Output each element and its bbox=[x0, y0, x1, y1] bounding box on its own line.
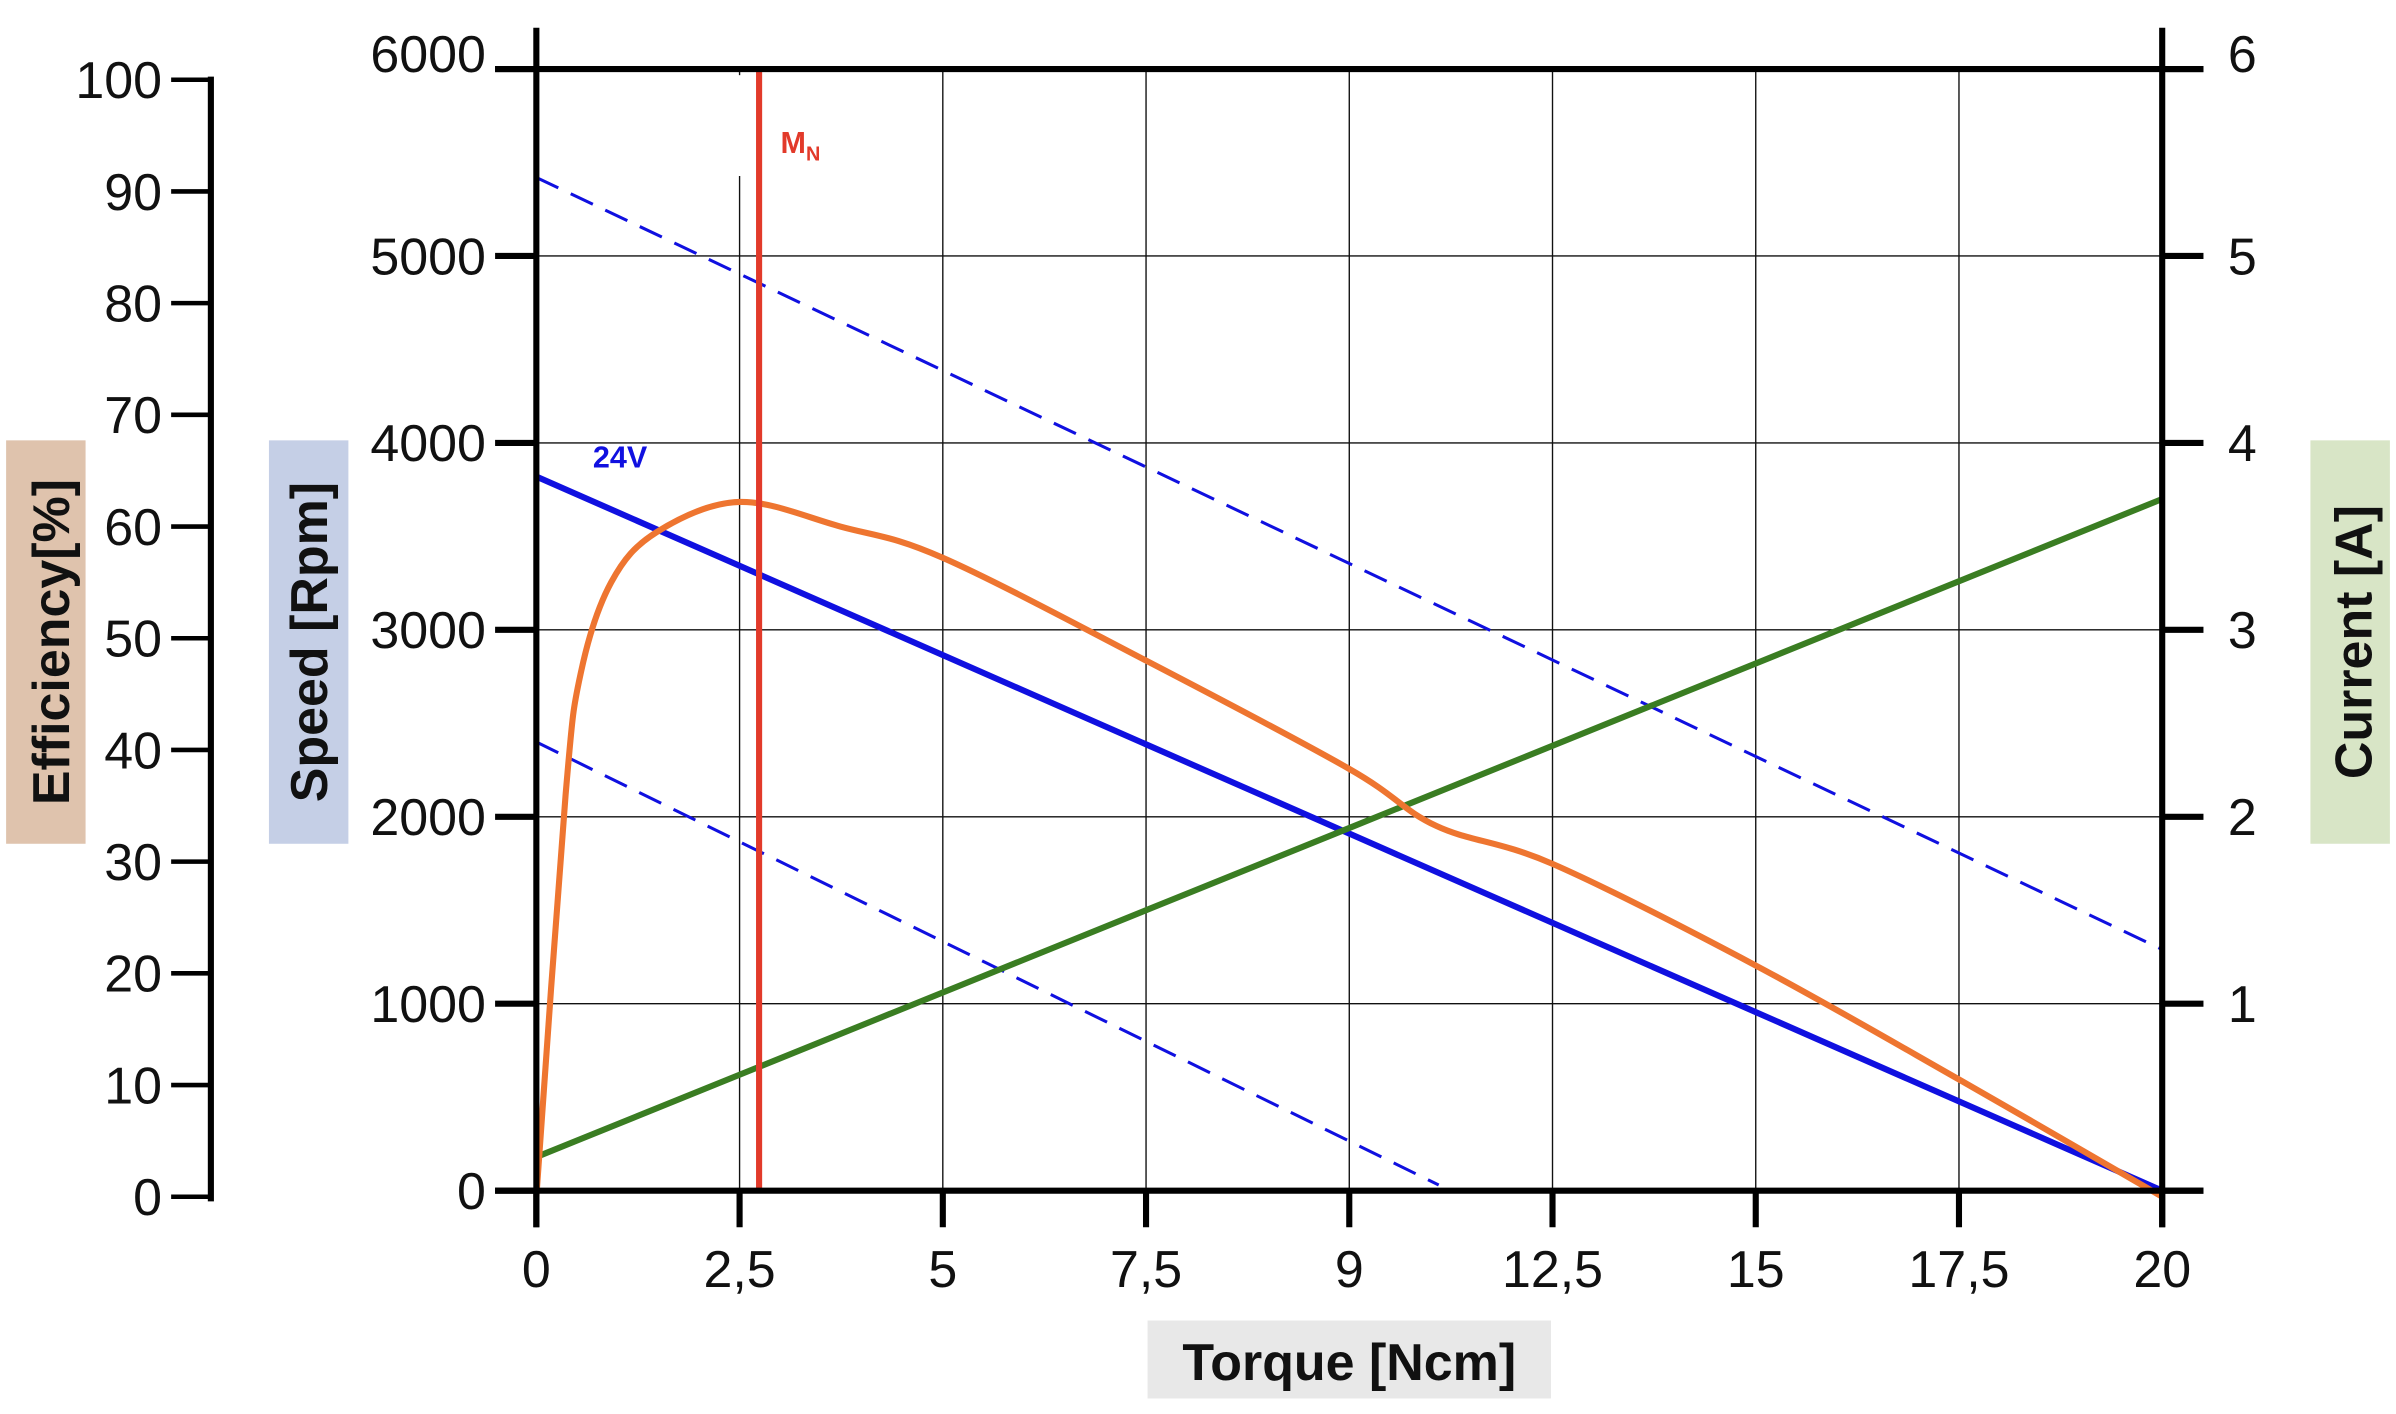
speed-label-bg bbox=[268, 440, 349, 844]
current-series-line-3 bbox=[535, 496, 2164, 1160]
current-tick-label: 2 bbox=[2228, 789, 2257, 847]
x-tick-label: 15 bbox=[1727, 1241, 1785, 1299]
speed-tick-label: 0 bbox=[457, 1163, 486, 1221]
x-tick-label: 17,5 bbox=[1908, 1241, 2009, 1299]
efficiency-axis-label: Efficiency[%] bbox=[23, 479, 81, 805]
series-group: 24V MN bbox=[533, 69, 2164, 1200]
speed-tick-label: 5000 bbox=[370, 228, 486, 286]
speed-tick-label: 2000 bbox=[370, 789, 486, 847]
current-axis-label: Current [A] bbox=[2326, 505, 2384, 779]
rated-torque-subscript: N bbox=[806, 144, 820, 166]
efficiency-tick-label: 40 bbox=[104, 722, 162, 780]
efficiency-tick-label: 10 bbox=[104, 1057, 162, 1115]
efficiency-tick-label: 20 bbox=[104, 946, 162, 1004]
speed-axis-label: Speed [Rpm] bbox=[281, 482, 339, 802]
efficiency-tick-label: 0 bbox=[133, 1169, 162, 1227]
speed-tick-label: 3000 bbox=[370, 602, 486, 660]
current-tick-label: 3 bbox=[2228, 602, 2257, 660]
torque-label-bg bbox=[1147, 1320, 1551, 1399]
speed-series-line-1 bbox=[535, 176, 2163, 951]
current-tick-label: 5 bbox=[2228, 228, 2257, 286]
speed-tick-label: 4000 bbox=[370, 415, 486, 473]
x-tick-label: 2,5 bbox=[703, 1241, 775, 1299]
efficiency-tick-label: 60 bbox=[104, 499, 162, 557]
efficiency-tick-label: 50 bbox=[104, 611, 162, 669]
speed-tick-label: 6000 bbox=[370, 26, 486, 84]
speed-series-line-2 bbox=[535, 740, 1440, 1187]
current-tick-label: 6 bbox=[2228, 26, 2257, 84]
x-tick-label: 20 bbox=[2133, 1241, 2191, 1299]
x-tick-label: 5 bbox=[928, 1241, 957, 1299]
x-tick-label: 12,5 bbox=[1502, 1241, 1603, 1299]
rated-torque-label: MN bbox=[780, 126, 820, 166]
grid bbox=[536, 69, 2163, 1191]
axis-labels: Efficiency[%] Speed [Rpm] Current [A] To… bbox=[6, 440, 2390, 1399]
current-tick-label: 1 bbox=[2228, 976, 2257, 1034]
efficiency-tick-label: 100 bbox=[75, 52, 162, 110]
efficiency-label-bg bbox=[6, 440, 86, 844]
x-tick-label: 9 bbox=[1335, 1241, 1364, 1299]
current-tick-label: 4 bbox=[2228, 415, 2257, 473]
series-label-24v: 24V bbox=[593, 440, 648, 474]
efficiency-tick-label: 80 bbox=[104, 275, 162, 333]
x-tick-label: 0 bbox=[522, 1241, 551, 1299]
efficiency-tick-label: 30 bbox=[104, 834, 162, 892]
speed-tick-label: 1000 bbox=[370, 976, 486, 1034]
speed-series-line-0 bbox=[535, 473, 2164, 1194]
x-tick-label: 7,5 bbox=[1110, 1241, 1182, 1299]
torque-axis-label: Torque [Ncm] bbox=[1182, 1334, 1516, 1392]
current-label-bg bbox=[2310, 440, 2390, 844]
efficiency-tick-label: 90 bbox=[104, 164, 162, 222]
efficiency-series-line-4 bbox=[533, 498, 2164, 1200]
efficiency-tick-label: 70 bbox=[104, 387, 162, 445]
axes: 0 2,5 5 7,5 9 12,5 15 17,5 200100020003000400050… bbox=[75, 26, 2256, 1299]
